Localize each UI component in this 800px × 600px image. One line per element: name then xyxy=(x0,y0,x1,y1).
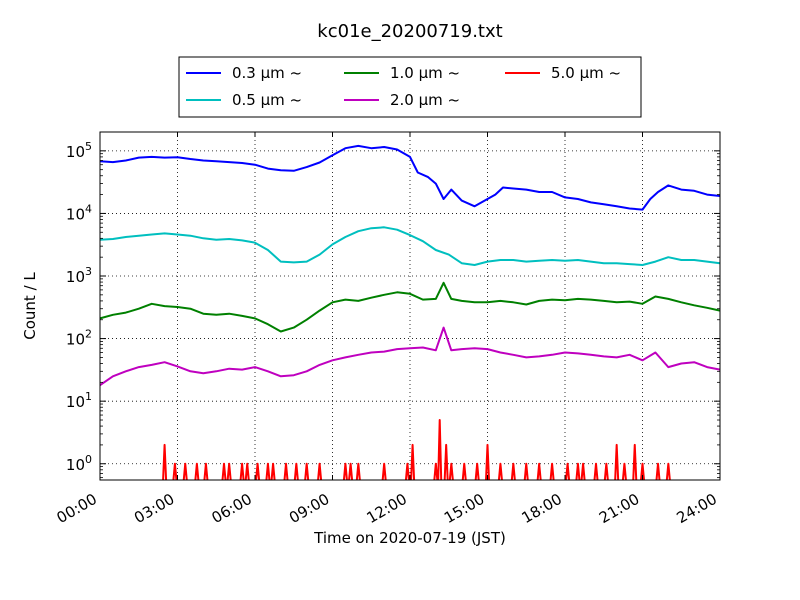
plot-area xyxy=(100,132,720,480)
x-tick-label: 12:00 xyxy=(364,490,410,527)
x-tick-label: 15:00 xyxy=(441,490,487,527)
series-line-4 xyxy=(99,326,721,387)
y-tick-labels: 100 101 102 103 104 105 xyxy=(66,140,92,474)
x-tick-label: 09:00 xyxy=(286,490,332,527)
y-axis-label: Count / L xyxy=(21,272,39,340)
y-tick-label: 102 xyxy=(66,328,92,349)
series-line-5 xyxy=(162,419,671,481)
x-tick-label: 24:00 xyxy=(674,490,720,527)
legend-label-5: 5.0 μm ~ xyxy=(551,64,621,82)
x-tick-label: 03:00 xyxy=(131,490,177,527)
legend-label-3: 1.0 μm ~ xyxy=(390,64,460,82)
x-tick-label: 21:00 xyxy=(596,490,642,527)
legend-label-2: 0.5 μm ~ xyxy=(232,91,302,109)
x-tick-labels: 00:00 03:00 06:00 09:00 12:00 15:00 18:00 21:00… xyxy=(54,490,720,527)
chart-title: kc01e_20200719.txt xyxy=(317,21,502,42)
x-tick-label: 18:00 xyxy=(519,490,565,527)
series-line-1 xyxy=(99,144,721,211)
y-tick-label: 101 xyxy=(66,390,92,411)
y-tick-label: 104 xyxy=(66,202,92,223)
axis-ticks xyxy=(99,131,721,480)
legend-label-4: 2.0 μm ~ xyxy=(390,91,460,109)
y-tick-label: 100 xyxy=(66,453,92,474)
legend: 0.3 μm ~ 0.5 μm ~ 1.0 μm ~ 2.0 μm ~ 5.0 μm ~ xyxy=(178,56,642,118)
x-tick-label: 00:00 xyxy=(54,490,100,527)
legend-label-1: 0.3 μm ~ xyxy=(232,64,302,82)
series-line-3 xyxy=(99,281,721,333)
y-tick-label: 103 xyxy=(66,265,92,286)
x-axis-label: Time on 2020-07-19 (JST) xyxy=(313,529,506,547)
y-tick-label: 105 xyxy=(66,140,92,161)
legend-items: 0.3 μm ~ 0.5 μm ~ 1.0 μm ~ 2.0 μm ~ 5.0 μm ~ xyxy=(186,64,621,109)
legend-box xyxy=(178,56,642,118)
series-layer xyxy=(99,144,721,481)
x-tick-label: 06:00 xyxy=(209,490,255,527)
series-line-2 xyxy=(99,226,721,266)
